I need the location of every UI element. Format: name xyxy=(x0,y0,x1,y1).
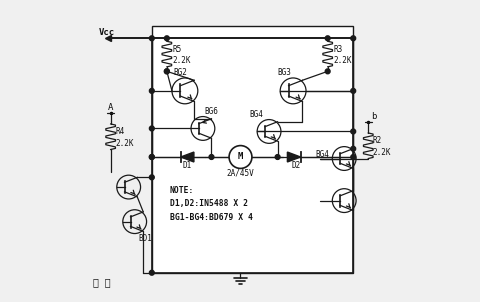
Text: A: A xyxy=(108,103,113,112)
Circle shape xyxy=(324,36,329,41)
Text: R3
2.2K: R3 2.2K xyxy=(332,45,351,65)
Circle shape xyxy=(275,155,279,159)
Text: BG4: BG4 xyxy=(249,110,263,119)
Circle shape xyxy=(164,69,169,74)
Text: BG2: BG2 xyxy=(173,68,187,77)
Circle shape xyxy=(228,146,252,169)
Circle shape xyxy=(350,129,355,134)
Circle shape xyxy=(350,146,355,151)
Circle shape xyxy=(350,88,355,93)
Text: D1: D1 xyxy=(182,162,192,170)
FancyBboxPatch shape xyxy=(152,26,352,273)
Text: D2: D2 xyxy=(290,162,300,170)
Circle shape xyxy=(149,270,154,275)
Text: Vcc: Vcc xyxy=(99,28,115,37)
Circle shape xyxy=(164,69,169,74)
Text: BG6: BG6 xyxy=(204,107,217,116)
Text: R4
2.2K: R4 2.2K xyxy=(115,127,133,147)
Text: R2
2.2K: R2 2.2K xyxy=(372,137,390,156)
Circle shape xyxy=(209,155,214,159)
Circle shape xyxy=(149,155,154,159)
Text: b: b xyxy=(371,112,376,121)
Circle shape xyxy=(149,175,154,180)
Text: M: M xyxy=(237,152,243,161)
Text: BG3: BG3 xyxy=(276,68,290,77)
Circle shape xyxy=(149,155,154,159)
Circle shape xyxy=(350,155,355,159)
Text: NOTE:
D1,D2:IN5488 X 2
BG1-BG4:BD679 X 4: NOTE: D1,D2:IN5488 X 2 BG1-BG4:BD679 X 4 xyxy=(169,185,252,222)
Text: 2A/45V: 2A/45V xyxy=(226,169,254,178)
Text: 图 四: 图 四 xyxy=(93,277,110,287)
Polygon shape xyxy=(287,152,300,162)
Circle shape xyxy=(164,36,169,41)
Circle shape xyxy=(324,69,329,74)
Circle shape xyxy=(149,88,154,93)
Text: R5
2.2K: R5 2.2K xyxy=(172,45,191,65)
Polygon shape xyxy=(180,152,193,162)
Circle shape xyxy=(350,36,355,41)
Text: BD1: BD1 xyxy=(138,233,152,243)
Text: BG4: BG4 xyxy=(315,150,329,159)
Circle shape xyxy=(149,36,154,41)
Circle shape xyxy=(149,126,154,131)
